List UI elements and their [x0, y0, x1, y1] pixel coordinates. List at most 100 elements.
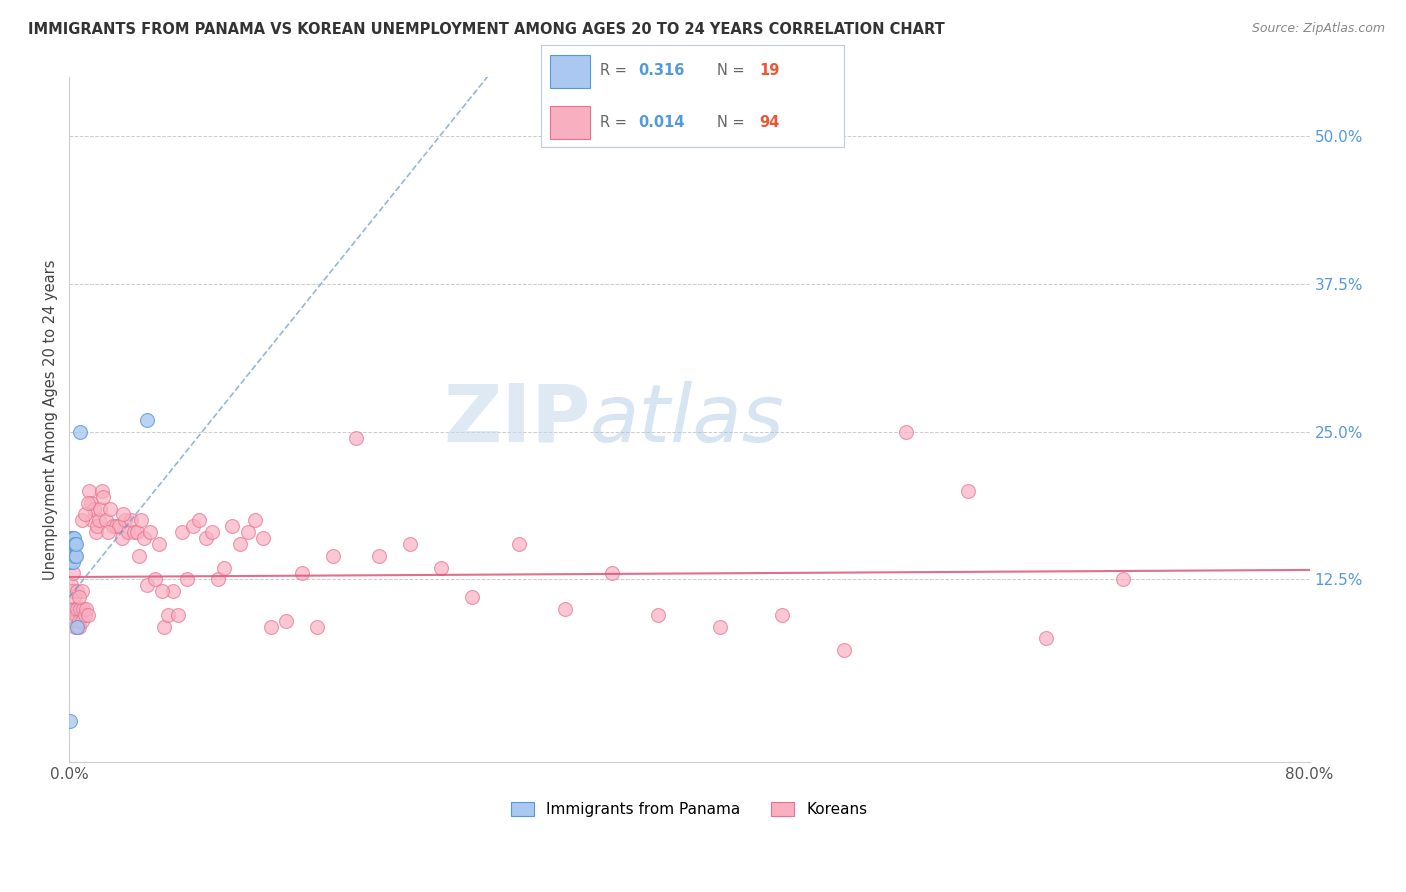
- Text: 19: 19: [759, 63, 779, 78]
- Point: [97, 525, 120, 540]
- Point: [1112, 573, 1135, 587]
- Point: [124, 525, 146, 540]
- Point: [957, 483, 980, 498]
- Point: [98, 501, 121, 516]
- Point: [554, 602, 576, 616]
- Point: [63, 590, 86, 604]
- Point: [76, 607, 98, 622]
- Point: [201, 525, 224, 540]
- Point: [207, 573, 229, 587]
- Point: [709, 619, 731, 633]
- FancyBboxPatch shape: [550, 106, 589, 139]
- Point: [194, 531, 217, 545]
- Point: [129, 513, 152, 527]
- Point: [69, 602, 91, 616]
- Point: [63, 537, 86, 551]
- Point: [65, 549, 87, 563]
- Point: [59, 578, 82, 592]
- Point: [153, 619, 176, 633]
- Text: atlas: atlas: [591, 381, 785, 459]
- Point: [229, 537, 252, 551]
- Point: [72, 602, 94, 616]
- Point: [252, 531, 274, 545]
- Point: [132, 531, 155, 545]
- Point: [647, 607, 669, 622]
- Point: [127, 525, 149, 540]
- Point: [188, 513, 211, 527]
- Point: [101, 519, 124, 533]
- Point: [83, 501, 105, 516]
- Point: [114, 513, 136, 527]
- Point: [90, 483, 112, 498]
- Point: [104, 519, 127, 533]
- Point: [75, 602, 97, 616]
- Point: [166, 607, 188, 622]
- Point: [157, 607, 180, 622]
- Text: 0.014: 0.014: [638, 114, 685, 129]
- Point: [66, 602, 89, 616]
- Point: [111, 531, 134, 545]
- Point: [245, 513, 267, 527]
- Point: [96, 513, 118, 527]
- Point: [135, 578, 157, 592]
- Point: [60, 531, 83, 545]
- Point: [344, 431, 367, 445]
- Point: [67, 619, 90, 633]
- Point: [65, 619, 87, 633]
- Point: [176, 573, 198, 587]
- Point: [461, 590, 484, 604]
- Point: [150, 584, 173, 599]
- Point: [120, 513, 142, 527]
- Point: [508, 537, 530, 551]
- Point: [62, 566, 84, 581]
- Point: [770, 607, 793, 622]
- Point: [67, 590, 90, 604]
- Point: [66, 584, 89, 599]
- Point: [76, 495, 98, 509]
- Text: N =: N =: [717, 114, 749, 129]
- Point: [60, 602, 83, 616]
- Point: [368, 549, 391, 563]
- Point: [62, 555, 84, 569]
- Point: [73, 607, 96, 622]
- Text: 94: 94: [759, 114, 779, 129]
- Point: [236, 525, 259, 540]
- Point: [60, 542, 83, 557]
- Point: [84, 525, 107, 540]
- Point: [60, 584, 83, 599]
- Text: IMMIGRANTS FROM PANAMA VS KOREAN UNEMPLOYMENT AMONG AGES 20 TO 24 YEARS CORRELAT: IMMIGRANTS FROM PANAMA VS KOREAN UNEMPLO…: [28, 22, 945, 37]
- Point: [135, 413, 157, 427]
- Point: [65, 537, 87, 551]
- Point: [59, 555, 82, 569]
- Point: [260, 619, 283, 633]
- Point: [69, 425, 91, 439]
- Point: [60, 549, 83, 563]
- Point: [60, 537, 83, 551]
- Point: [143, 573, 166, 587]
- Text: Source: ZipAtlas.com: Source: ZipAtlas.com: [1251, 22, 1385, 36]
- Legend: Immigrants from Panama, Koreans: Immigrants from Panama, Koreans: [505, 796, 873, 823]
- Point: [600, 566, 623, 581]
- Point: [139, 525, 162, 540]
- Y-axis label: Unemployment Among Ages 20 to 24 years: Unemployment Among Ages 20 to 24 years: [44, 260, 58, 580]
- Point: [79, 483, 101, 498]
- Point: [65, 607, 87, 622]
- Point: [148, 537, 170, 551]
- Point: [63, 602, 86, 616]
- Point: [896, 425, 918, 439]
- Text: R =: R =: [600, 114, 631, 129]
- Point: [89, 501, 111, 516]
- Point: [67, 614, 90, 628]
- Text: R =: R =: [600, 63, 631, 78]
- Text: N =: N =: [717, 63, 749, 78]
- Point: [60, 537, 83, 551]
- Point: [834, 643, 856, 657]
- Text: 0.316: 0.316: [638, 63, 685, 78]
- Point: [70, 584, 93, 599]
- Point: [399, 537, 422, 551]
- Point: [276, 614, 298, 628]
- Point: [66, 619, 89, 633]
- Point: [59, 714, 82, 728]
- Point: [91, 490, 114, 504]
- Point: [172, 525, 194, 540]
